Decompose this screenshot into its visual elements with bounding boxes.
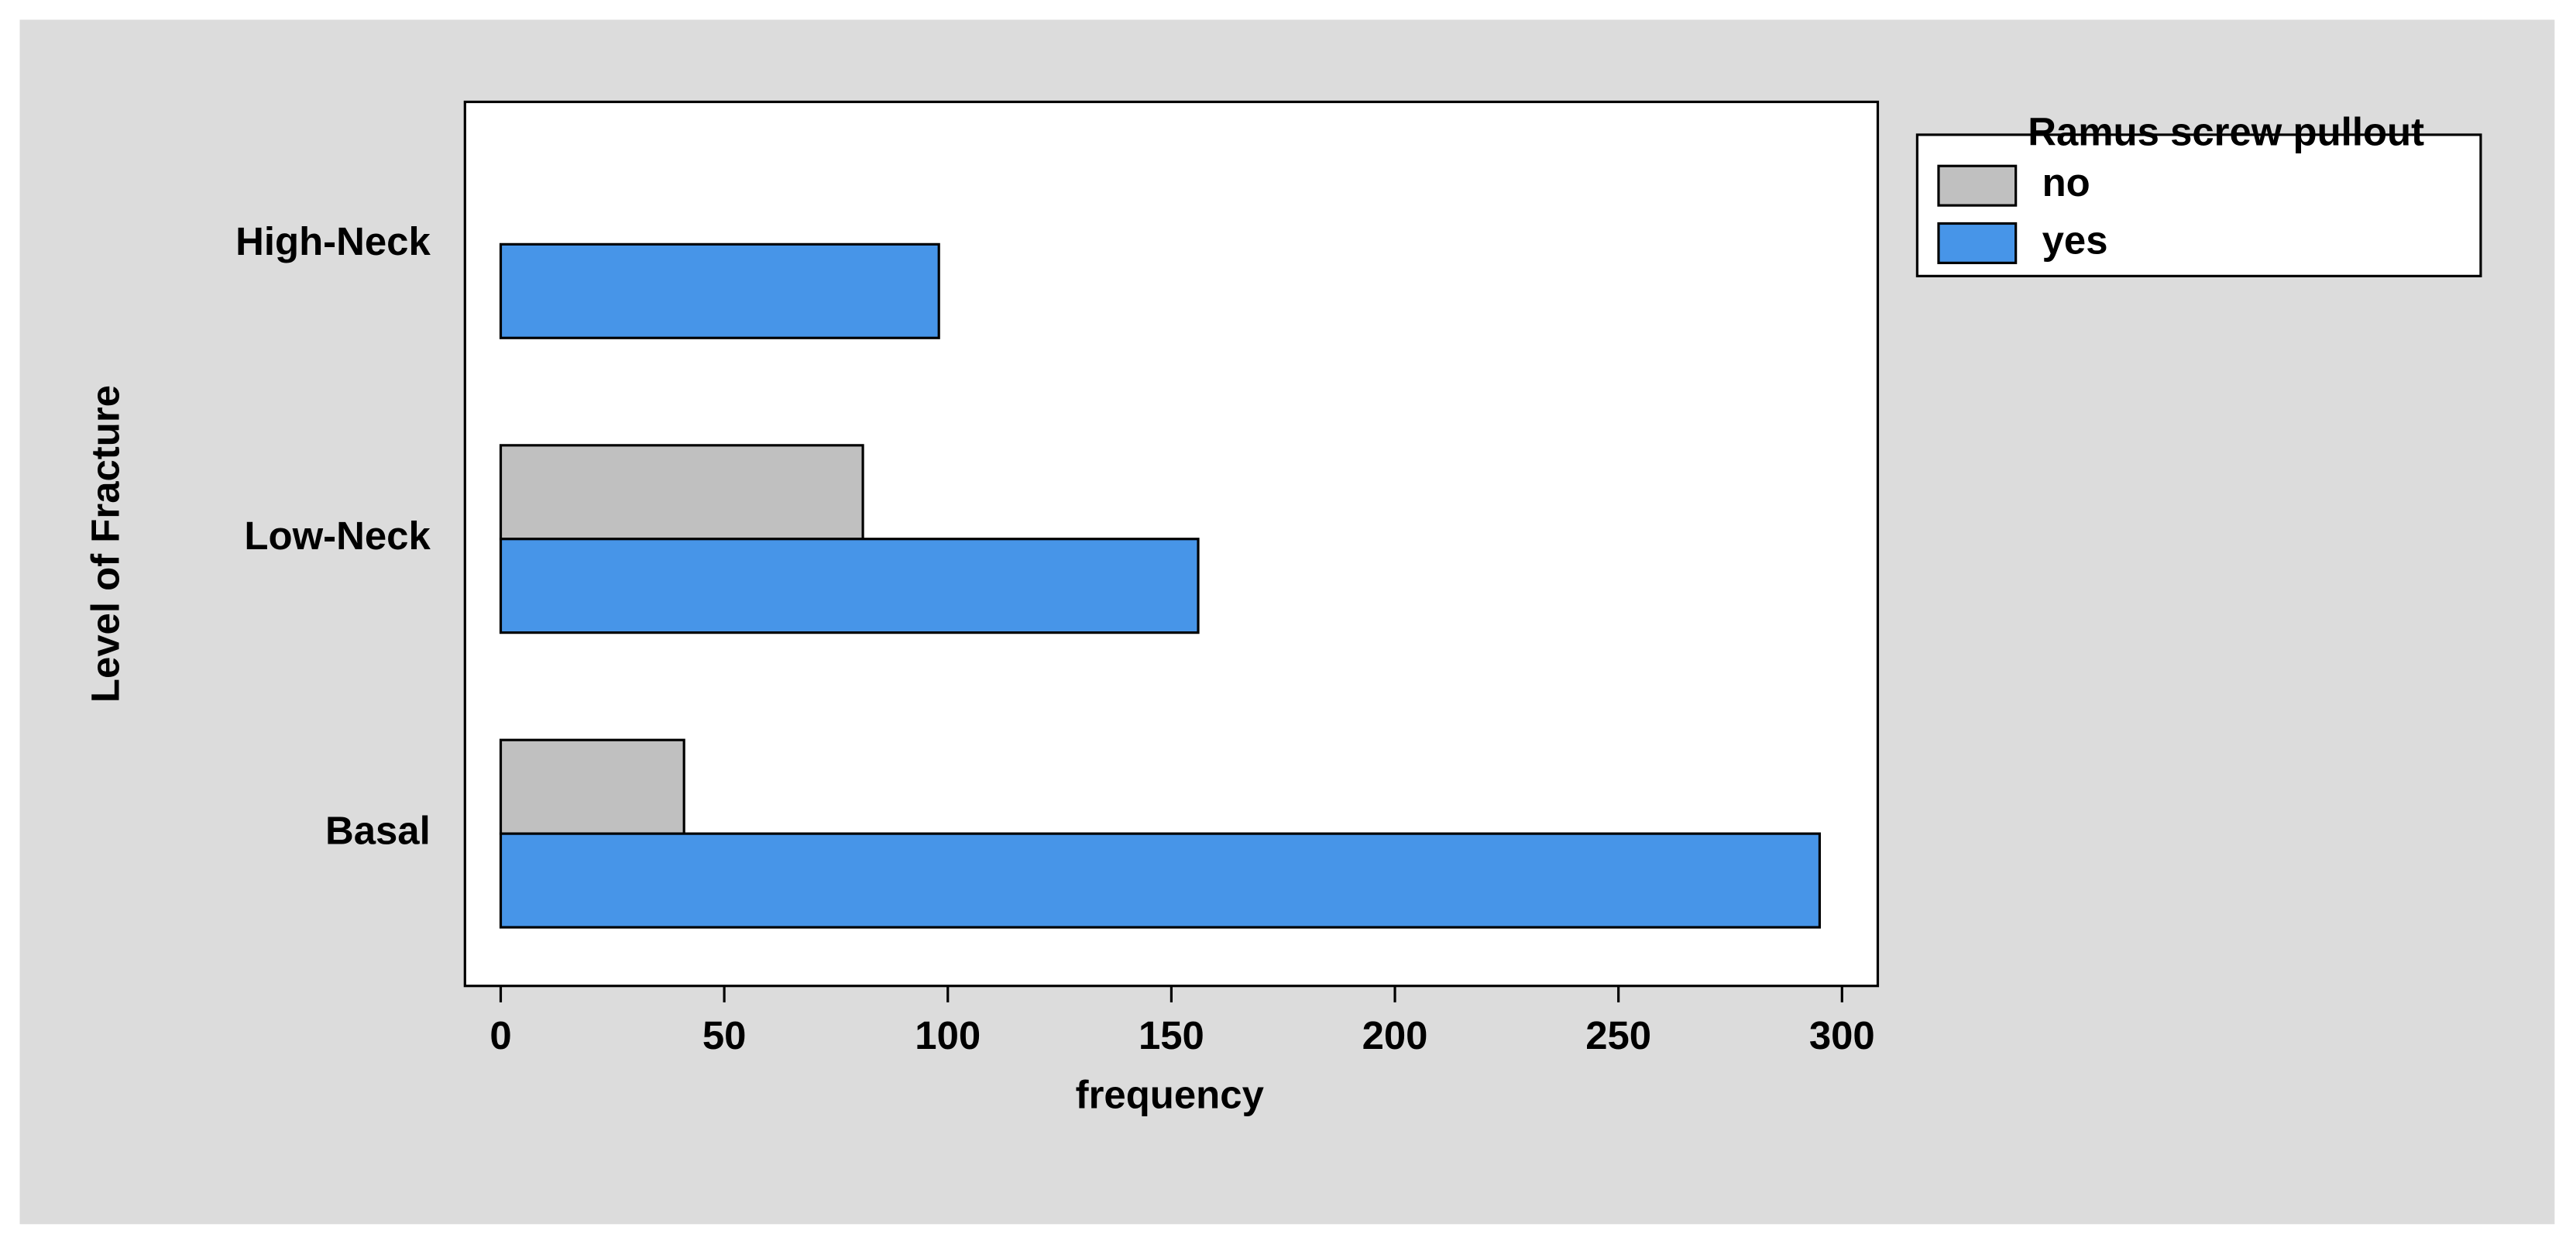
x-axis-label: frequency: [1076, 1072, 1265, 1116]
legend-label: no: [2042, 160, 2090, 205]
x-tick-label: 150: [1139, 1013, 1204, 1057]
x-tick-label: 200: [1362, 1013, 1428, 1057]
x-tick-label: 0: [489, 1013, 511, 1057]
legend-title: Ramus screw pullout: [2028, 109, 2424, 153]
x-tick-label: 250: [1585, 1013, 1651, 1057]
y-tick-label: Basal: [325, 809, 431, 853]
bar: [499, 832, 1822, 929]
y-axis-label: Level of Fracture: [83, 385, 127, 703]
bar: [499, 444, 864, 541]
legend-label: yes: [2042, 218, 2108, 262]
x-tick-label: 50: [702, 1013, 747, 1057]
x-tick-label: 100: [915, 1013, 981, 1057]
y-tick-label: Low-Neck: [244, 514, 431, 558]
bar: [499, 538, 1200, 634]
y-tick-label: High-Neck: [235, 219, 431, 263]
bar: [499, 738, 685, 835]
x-tick-label: 300: [1809, 1013, 1875, 1057]
legend-swatch: [1937, 164, 2018, 207]
bar: [499, 242, 940, 339]
legend-swatch: [1937, 222, 2018, 264]
